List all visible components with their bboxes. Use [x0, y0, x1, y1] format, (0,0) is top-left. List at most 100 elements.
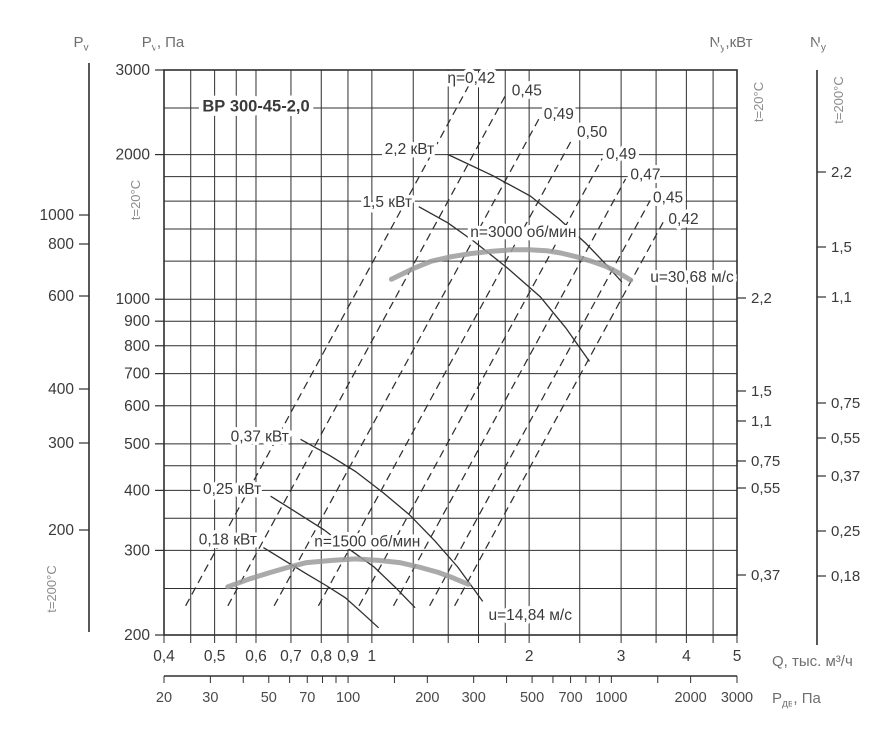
n200-axis-temp-label: t=200°C — [831, 76, 846, 123]
efficiency-line — [392, 178, 627, 607]
efficiency-line — [454, 221, 664, 607]
pv-axis-temp-label: t=200°C — [44, 565, 59, 612]
u-speed-label: u=30,68 м/с — [650, 269, 734, 286]
efficiency-label: 0,50 — [577, 124, 608, 141]
n20-tick-label: 2,2 — [751, 290, 772, 307]
plot-border — [163, 69, 738, 636]
n200-tick-label: 0,18 — [831, 568, 860, 585]
speed-curves — [225, 247, 634, 590]
power-line-label: 2,2 кВт — [385, 141, 435, 158]
power-line — [418, 206, 591, 362]
pv-tick-label: 1000 — [40, 207, 75, 224]
x-tick-label: 5 — [733, 648, 742, 665]
efficiency-line — [358, 158, 603, 607]
efficiency-label: η=0,42 — [447, 70, 495, 87]
n20-axis-title: Nу,кВт — [709, 34, 752, 54]
pdv-tick-label: 30 — [202, 690, 218, 706]
power-line — [447, 154, 623, 283]
y-axis: 3000 2000 1000 900 800 700 600 500 400 300 200 Pv, … — [112, 31, 188, 648]
pv-tick-label: 600 — [48, 288, 74, 305]
x-tick-label: 1 — [368, 648, 377, 665]
x-axis: 0,4 0,5 0,6 0,7 0,8 0,9 1 2 3 4 5 Q, тыс. м³/ч — [150, 635, 856, 673]
pdv-axis: 20 30 50 70 100 200 300 500 700 1000 2000 3000 Pдв, … — [152, 675, 824, 713]
efficiency-line — [273, 116, 541, 607]
x-axis-title: Q, тыс. м³/ч — [772, 653, 853, 670]
n20-axis-temp-label: t=20°C — [751, 82, 766, 122]
speed-curve — [388, 247, 634, 283]
power-line-label: 0,18 кВт — [199, 532, 257, 549]
pdv-axis-title: Pдв, Па — [772, 690, 821, 710]
y-tick-label: 500 — [124, 436, 150, 453]
pv-tick-label: 300 — [48, 435, 74, 452]
chart-title: ВР 300-45-2,0 — [198, 93, 314, 120]
efficiency-label: 0,45 — [512, 83, 542, 100]
pdv-tick-label: 3000 — [721, 690, 753, 706]
speed-curve — [225, 556, 471, 590]
y-tick-label: 200 — [124, 627, 150, 644]
efficiency-label: 0,42 — [668, 211, 698, 228]
chart-title-text: ВР 300-45-2,0 — [202, 98, 309, 116]
x-tick-label: 0,5 — [204, 648, 226, 665]
pdv-tick-label: 1000 — [595, 690, 627, 706]
y-tick-label: 800 — [124, 338, 150, 355]
efficiency-label: 0,45 — [653, 189, 683, 206]
n200-axis: 2,2 1,5 1,1 0,75 0,55 0,37 0,25 0,18 Nу t=200°C — [807, 31, 864, 645]
efficiency-label: 0,47 — [630, 166, 660, 183]
y-axis-temp-label: t=20°C — [128, 180, 143, 220]
n200-tick-label: 2,2 — [831, 164, 852, 181]
n200-axis-title: Nу — [810, 34, 827, 54]
x-tick-label: 0,4 — [153, 648, 175, 665]
y-tick-label: 3000 — [116, 62, 151, 79]
x-tick-label: 2 — [525, 648, 534, 665]
efficiency-label: 0,49 — [544, 106, 574, 123]
efficiency-lines — [185, 83, 664, 607]
power-line — [300, 438, 484, 602]
n20-tick-label: 1,5 — [751, 383, 772, 400]
n200-tick-label: 1,5 — [831, 239, 852, 256]
power-line — [263, 547, 380, 629]
speed-curve-label: n=3000 об/мин — [470, 224, 576, 241]
n200-tick-label: 0,37 — [831, 468, 860, 485]
n20-tick-label: 0,37 — [751, 567, 780, 584]
pv-tick-label: 200 — [48, 522, 74, 539]
power-lines — [263, 154, 623, 629]
pv-axis-title: Pv — [73, 34, 89, 54]
pdv-tick-label: 200 — [415, 690, 439, 706]
x-tick-label: 0,6 — [245, 648, 267, 665]
n20-tick-label: 1,1 — [751, 413, 772, 430]
power-line-label: 1,5 кВт — [362, 194, 412, 211]
x-tick-label: 0,9 — [337, 648, 359, 665]
pdv-tick-label: 100 — [336, 690, 360, 706]
efficiency-line — [227, 95, 506, 607]
n200-tick-label: 0,25 — [831, 523, 860, 540]
y-tick-label: 900 — [124, 313, 150, 330]
efficiency-line — [185, 83, 471, 607]
n20-tick-label: 0,55 — [751, 480, 780, 497]
n20-axis: 2,2 1,5 1,1 0,75 0,55 0,37 Nу,кВт t=20°C — [706, 31, 783, 588]
u-speed-label: u=14,84 м/с — [489, 607, 573, 624]
pdv-tick-label: 70 — [299, 690, 315, 706]
y-tick-label: 700 — [124, 366, 150, 383]
y-axis-title: Pv, Па — [142, 34, 185, 54]
y-tick-label: 2000 — [116, 147, 151, 164]
y-tick-label: 600 — [124, 398, 150, 415]
pv-tick-label: 400 — [48, 381, 74, 398]
n200-tick-label: 1,1 — [831, 289, 852, 306]
n200-tick-label: 0,75 — [831, 395, 860, 412]
n20-tick-label: 0,75 — [751, 453, 780, 470]
x-tick-label: 3 — [617, 648, 626, 665]
power-line-label: 0,37 кВт — [231, 428, 289, 445]
y-tick-label: 1000 — [116, 291, 151, 308]
pdv-tick-label: 2000 — [674, 690, 706, 706]
efficiency-line — [317, 138, 573, 607]
pdv-tick-label: 500 — [520, 690, 544, 706]
curve-labels: 2,2 кВт 1,5 кВт 0,37 кВт 0,25 кВт 0,18 кВт η=… — [195, 66, 737, 627]
power-line-label: 0,25 кВт — [203, 481, 261, 498]
pdv-tick-label: 20 — [156, 690, 172, 706]
grid — [163, 69, 738, 636]
efficiency-label: 0,49 — [606, 146, 636, 163]
y-tick-label: 400 — [124, 482, 150, 499]
pv-axis: 1000 800 600 400 300 200 Pv t=200°C — [36, 31, 92, 632]
